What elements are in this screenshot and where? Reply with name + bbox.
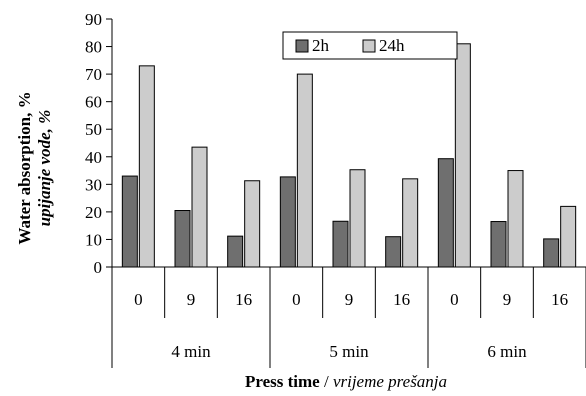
x-tick-label: 9 — [503, 290, 512, 309]
bar-2h-3 — [279, 176, 296, 268]
bar-2h-7 — [490, 221, 507, 268]
y-tick-label: 20 — [85, 203, 102, 222]
x-group-label: 5 min — [329, 342, 369, 361]
x-category-labels: 0 9 16 0 9 16 0 9 16 — [134, 290, 568, 309]
y-axis-title-bold: Water absorption, % — [15, 91, 34, 244]
svg-text:upijanje vode, %: upijanje vode, % — [35, 110, 54, 227]
y-tick-label: 30 — [85, 175, 102, 194]
legend-swatch-24h — [362, 39, 376, 53]
x-group-label: 4 min — [171, 342, 211, 361]
bars — [121, 43, 577, 268]
y-axis-title: Water absorption, % upijanje vode, % — [15, 91, 54, 244]
bar-24h-1 — [191, 146, 208, 268]
y-axis-title-italic: upijanje vode, % — [35, 110, 54, 227]
legend-swatch-2h — [295, 39, 309, 53]
bar-2h-4 — [332, 220, 349, 268]
bar-2h-5 — [385, 236, 402, 268]
y-tick-label: 80 — [85, 38, 102, 57]
bar-2h-6 — [437, 158, 454, 268]
y-tick-label: 60 — [85, 93, 102, 112]
y-ticks: 0 10 20 30 40 50 60 70 80 90 — [85, 10, 112, 277]
bar-2h-0 — [121, 175, 138, 268]
x-group-label: 6 min — [487, 342, 527, 361]
bar-2h-2 — [227, 235, 244, 268]
x-group-labels: 4 min 5 min 6 min — [171, 342, 527, 361]
bar-24h-0 — [138, 65, 155, 268]
bar-24h-5 — [402, 178, 419, 268]
x-tick-label: 16 — [393, 290, 410, 309]
y-tick-label: 40 — [85, 148, 102, 167]
y-tick-label: 90 — [85, 10, 102, 29]
svg-text:Water absorption, %: Water absorption, % — [15, 91, 34, 244]
bar-24h-3 — [296, 73, 313, 268]
x-tick-label: 16 — [551, 290, 568, 309]
x-tick-label: 0 — [134, 290, 143, 309]
y-tick-label: 0 — [94, 258, 103, 277]
x-axis-title: Press time / vrijeme prešanja — [245, 372, 447, 391]
x-tick-label: 9 — [345, 290, 354, 309]
x-tick-label: 0 — [450, 290, 459, 309]
bar-24h-7 — [507, 170, 524, 268]
x-tick-label: 16 — [235, 290, 252, 309]
legend-label-2h: 2h — [312, 36, 330, 55]
bar-2h-1 — [174, 210, 191, 268]
axes — [111, 19, 586, 368]
bar-24h-8 — [560, 205, 577, 268]
legend-frame — [282, 31, 458, 60]
y-tick-label: 50 — [85, 120, 102, 139]
bar-2h-8 — [543, 238, 560, 268]
legend-label-24h: 24h — [379, 36, 405, 55]
x-tick-label: 0 — [292, 290, 301, 309]
y-tick-label: 10 — [85, 230, 102, 249]
bar-24h-2 — [244, 180, 261, 268]
y-tick-label: 70 — [85, 65, 102, 84]
bar-24h-4 — [349, 169, 366, 268]
bar-24h-6 — [454, 43, 471, 268]
legend: 2h 24h — [282, 31, 458, 60]
x-tick-label: 9 — [187, 290, 196, 309]
